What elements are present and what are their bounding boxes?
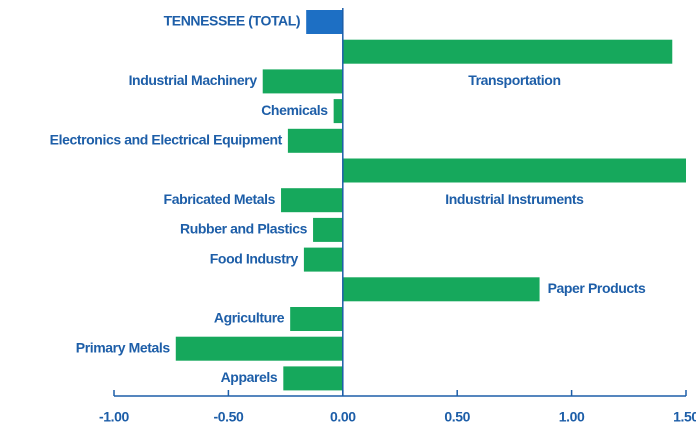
bar	[313, 217, 343, 242]
bar-label: Food Industry	[210, 250, 299, 266]
bar	[306, 10, 343, 34]
bar	[342, 39, 673, 64]
bar-label: Agriculture	[214, 310, 285, 326]
bar	[333, 99, 343, 124]
bar-label: Electronics and Electrical Equipment	[50, 132, 283, 148]
x-tick-label: -0.50	[213, 409, 244, 425]
x-tick-label: -1.00	[99, 409, 130, 425]
x-tick-label: 1.50	[673, 409, 696, 425]
bar-label: Transportation	[468, 72, 560, 88]
bar-label: Fabricated Metals	[164, 191, 276, 207]
bar-label: Apparels	[221, 369, 278, 385]
bar-label: Paper Products	[548, 280, 646, 296]
bar-label: Primary Metals	[76, 339, 171, 355]
bar-label: TENNESSEE (TOTAL)	[164, 13, 301, 29]
bar	[342, 158, 686, 183]
bar	[262, 69, 343, 94]
bar	[175, 336, 343, 361]
bar-label: Chemicals	[261, 102, 328, 118]
bar	[290, 307, 343, 331]
x-tick-label: 0.50	[444, 409, 470, 425]
bar	[283, 366, 343, 391]
x-tick-label: 1.00	[559, 409, 585, 425]
bar	[281, 188, 343, 213]
bar-label: Industrial Machinery	[129, 72, 258, 88]
bar	[342, 277, 540, 302]
bar	[303, 247, 343, 272]
bar-label: Industrial Instruments	[445, 191, 584, 207]
bar	[287, 128, 343, 153]
x-tick-label: 0.00	[330, 409, 356, 425]
bar-label: Rubber and Plastics	[180, 221, 308, 237]
